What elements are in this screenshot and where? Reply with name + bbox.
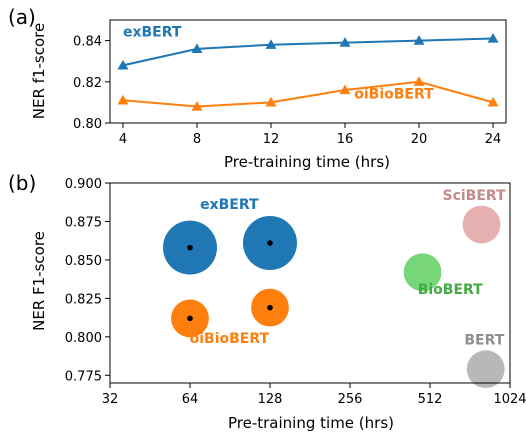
panel-b-ytick-label: 0.775: [65, 369, 102, 384]
bubble-center-dot: [187, 315, 193, 322]
panel-b-xtick-label: 128: [258, 392, 283, 407]
bubble-bert: [466, 350, 505, 389]
panel-b-ytick-label: 0.900: [65, 177, 102, 192]
panel-b-ytick-label: 0.875: [65, 215, 102, 230]
panel-a-label: (a): [8, 5, 36, 29]
panel-a-frame: [109, 19, 507, 124]
panel-a-ytick-label: 0.82: [73, 76, 102, 91]
panel-a-ytick-label: 0.84: [73, 35, 102, 50]
bubble-scibert: [462, 205, 501, 244]
panel-b-ytick-label: 0.800: [65, 331, 102, 346]
series-point-exbert: [487, 33, 499, 43]
panel-b: (b) NER F1-score Pre-training time (hrs)…: [8, 171, 526, 432]
series-point-exbert: [339, 37, 351, 47]
panel-a-xtick-label: 16: [337, 132, 354, 147]
panel-b-xtick-label: 512: [418, 392, 443, 407]
panel-a-annotations: exBERT oiBioBERT: [123, 24, 434, 102]
panel-b-xtick-label: 256: [338, 392, 363, 407]
panel-b-ticks: 32 64 128 256 512 1024 0.775 0.800 0.825 0.850 0.8…: [65, 177, 526, 407]
series-point-oibiobert: [487, 96, 499, 107]
series-line-oibiobert: [122, 80, 494, 108]
panel-b-annotation: SciBERT: [442, 188, 506, 204]
panel-b-annotations: exBERT oiBioBERT SciBERT BioBERT BERT: [190, 188, 506, 349]
series-point-oibiobert: [339, 84, 351, 95]
panel-a-xtick-label: 24: [485, 132, 502, 147]
panel-b-annotation: BERT: [464, 333, 504, 349]
series-point-oibiobert: [117, 94, 129, 105]
series-point-exbert: [265, 39, 277, 49]
panel-a-xtick-label: 12: [263, 132, 280, 147]
panel-b-frame: [109, 182, 511, 384]
panel-a: (a) NER f1-score Pre-training time (hrs)…: [8, 5, 507, 171]
series-point-oibiobert: [413, 76, 425, 86]
panel-b-ytick-label: 0.825: [65, 292, 102, 307]
series-point-oibiobert: [265, 96, 277, 107]
panel-a-series: [117, 33, 499, 111]
panel-b-ylabel: NER F1-score: [30, 231, 48, 331]
panel-b-annotation: BioBERT: [418, 282, 483, 298]
panel-b-ytick-label: 0.850: [65, 254, 102, 269]
panel-b-xtick-label: 32: [102, 392, 119, 407]
panel-a-ticks: 4 8 12 16 20 24 0.80 0.82 0.84: [73, 35, 501, 147]
bubble-center-dot: [187, 244, 193, 251]
panel-b-points: [163, 205, 505, 389]
panel-b-xtick-label: 64: [182, 392, 199, 407]
bubble-center-dot: [267, 304, 273, 311]
bubble-biobert: [403, 253, 442, 292]
series-point-exbert: [191, 43, 203, 53]
bubble-center-dot: [267, 240, 273, 246]
panel-a-xlabel: Pre-training time (hrs): [224, 153, 390, 171]
panel-a-ylabel: NER f1-score: [30, 23, 48, 119]
panel-b-label: (b): [8, 171, 36, 195]
panel-a-xtick-label: 4: [119, 132, 127, 147]
panel-a-annotation: oiBioBERT: [354, 86, 434, 102]
panel-b-annotation: exBERT: [200, 197, 259, 213]
series-line-exbert: [122, 37, 494, 67]
panel-b-annotation: oiBioBERT: [190, 331, 270, 347]
series-point-oibiobert: [191, 101, 203, 111]
panel-a-xtick-label: 20: [411, 132, 428, 147]
panel-b-xlabel: Pre-training time (hrs): [228, 414, 394, 432]
panel-a-ytick-label: 0.80: [73, 117, 102, 132]
panel-a-xtick-label: 8: [193, 132, 201, 147]
series-point-exbert: [117, 59, 129, 70]
panel-b-xtick-label: 1024: [493, 392, 526, 407]
series-point-exbert: [413, 35, 425, 45]
panel-a-annotation: exBERT: [123, 24, 182, 40]
